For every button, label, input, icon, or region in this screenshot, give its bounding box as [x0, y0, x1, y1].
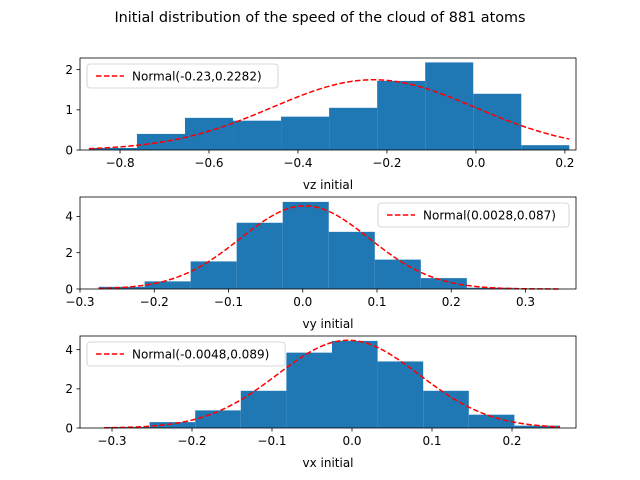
normal-fit-curve: [88, 79, 570, 150]
x-tick-label: 0.0: [342, 434, 361, 448]
y-tick-label: 2: [65, 63, 73, 77]
x-tick-label: −0.2: [372, 156, 401, 170]
histogram-bar: [473, 93, 522, 150]
subplot-2: −0.3 −0.2 −0.1 0.0 0.1 0.2 0.3 0 2 4 vy initial Nor…: [65, 196, 577, 331]
x-tick-label: −0.2: [177, 434, 206, 448]
x-tick-label: 0.2: [442, 295, 461, 309]
histogram-bar: [420, 278, 467, 289]
x-axis-label: vz initial: [303, 178, 353, 192]
histogram-bar: [195, 410, 241, 428]
x-tick-label: 0.3: [516, 295, 535, 309]
x-tick-label: 0.1: [367, 295, 386, 309]
x-tick-label: 0.2: [502, 434, 521, 448]
figure-title: Initial distribution of the speed of the…: [114, 10, 525, 26]
y-tick-label: 2: [65, 382, 73, 396]
histogram-bar: [240, 390, 287, 428]
x-axis-label: vx initial: [302, 456, 353, 470]
histogram-bar: [286, 352, 332, 428]
histogram-bar: [377, 361, 424, 428]
x-tick-label: −0.3: [65, 295, 94, 309]
histogram-bar: [144, 281, 191, 289]
legend-label: Normal(-0.0048,0.089): [132, 347, 269, 361]
normal-fit-curve: [103, 339, 561, 429]
histogram-bar: [281, 116, 330, 150]
histogram-bar: [377, 80, 426, 150]
axes-frame: [79, 196, 577, 290]
y-tick-label: 2: [65, 246, 73, 260]
y-tick-label: 4: [65, 210, 73, 224]
histogram-bar: [328, 231, 375, 289]
legend-label: Normal(-0.23,0.2282): [132, 69, 262, 83]
histogram-bar: [98, 286, 145, 289]
histogram-bar: [233, 120, 282, 150]
x-tick-label: −0.6: [194, 156, 223, 170]
y-tick-label: 0: [65, 143, 73, 157]
histogram-bar: [282, 201, 329, 289]
legend-box: [86, 63, 279, 89]
x-tick-label: −0.8: [105, 156, 134, 170]
histogram-bar: [236, 222, 283, 289]
x-tick-label: −0.2: [140, 295, 169, 309]
histogram-bar: [521, 145, 570, 150]
y-tick-label: 4: [65, 343, 73, 357]
subplot-panels: −0.8 −0.6 −0.4 −0.2 0.0 0.2 0 1 2 vz initial Norma…: [65, 57, 577, 470]
normal-fit-curve: [98, 205, 559, 290]
x-tick-label: 0.1: [422, 434, 441, 448]
histogram-bar: [425, 62, 474, 150]
x-tick-label: −0.1: [257, 434, 286, 448]
x-tick-label: 0.0: [293, 295, 312, 309]
histogram-bar: [104, 427, 150, 428]
histogram-bar: [190, 261, 237, 289]
legend-label: Normal(0.0028,0.087): [423, 208, 556, 222]
histogram-bar: [423, 390, 469, 428]
x-tick-label: 0.0: [466, 156, 485, 170]
x-tick-label: −0.1: [214, 295, 243, 309]
axes-frame: [79, 57, 577, 151]
x-tick-label: −0.3: [97, 434, 126, 448]
histogram-bar: [514, 425, 560, 428]
subplot-1: −0.8 −0.6 −0.4 −0.2 0.0 0.2 0 1 2 vz initial Norma…: [65, 57, 577, 192]
x-tick-label: −0.4: [283, 156, 312, 170]
y-tick-label: 0: [65, 421, 73, 435]
legend-box: [377, 202, 570, 228]
subplot-3: −0.3 −0.2 −0.1 0.0 0.1 0.2 0 2 4 vx initial Normal…: [65, 335, 577, 470]
histogram-bar: [374, 259, 421, 289]
x-axis-label: vy initial: [302, 317, 353, 331]
x-tick-label: 0.2: [555, 156, 574, 170]
histogram-bar: [88, 147, 137, 150]
histogram-bar: [468, 414, 515, 428]
axes-frame: [79, 335, 577, 429]
y-tick-label: 0: [65, 282, 73, 296]
histogram-bar: [332, 340, 378, 428]
legend-box: [86, 341, 286, 367]
histogram-bar: [149, 422, 196, 428]
histogram-bar: [184, 117, 234, 150]
y-tick-label: 1: [65, 103, 73, 117]
histogram-bar: [329, 107, 378, 150]
